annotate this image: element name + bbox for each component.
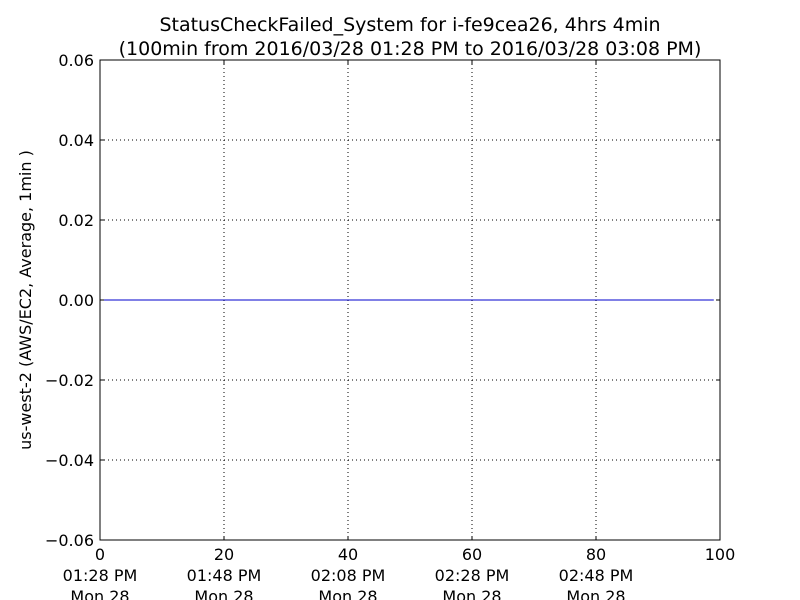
x-tick-date-label: Mon 28 [566,587,625,600]
y-tick-label: 0.06 [58,51,94,70]
y-axis-label: us-west-2 (AWS/EC2, Average, 1min ) [16,150,35,450]
x-tick-date-label: Mon 28 [318,587,377,600]
x-axis: 0 01:28 PM Mon 28 20 01:48 PM Mon 28 40 02:08 P… [63,60,736,600]
x-tick-date-label: Mon 28 [70,587,129,600]
x-tick-time-label: 02:08 PM [311,566,386,585]
x-tick-date-label: Mon 28 [194,587,253,600]
x-tick-label: 100 [705,545,736,564]
chart-title: StatusCheckFailed_System for i-fe9cea26,… [159,14,660,36]
y-tick-label: −0.06 [45,531,94,550]
x-tick-label: 80 [586,545,606,564]
x-tick-time-label: 01:48 PM [187,566,262,585]
y-tick-label: −0.04 [45,451,94,470]
x-tick-label: 20 [214,545,234,564]
x-tick-time-label: 02:28 PM [435,566,510,585]
y-tick-label: 0.04 [58,131,94,150]
y-axis: 0.06 0.04 0.02 0.00 −0.02 −0.04 −0.06 [45,51,720,550]
x-tick-date-label: Mon 28 [442,587,501,600]
x-tick-label: 60 [462,545,482,564]
y-tick-label: 0.00 [58,291,94,310]
x-tick-label: 40 [338,545,358,564]
y-tick-label: 0.02 [58,211,94,230]
y-tick-label: −0.02 [45,371,94,390]
x-tick-time-label: 01:28 PM [63,566,138,585]
x-tick-label: 0 [95,545,105,564]
x-tick-time-label: 02:48 PM [559,566,634,585]
chart-subtitle: (100min from 2016/03/28 01:28 PM to 2016… [119,38,702,60]
